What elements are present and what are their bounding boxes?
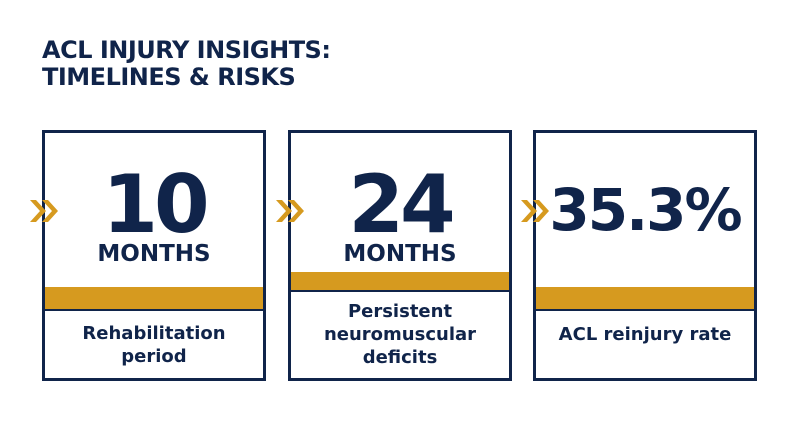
title-line: ACL INJURY INSIGHTS:: [42, 36, 331, 64]
chevron-icon: [30, 200, 58, 222]
description: period: [121, 346, 187, 367]
stat-card: 24 MONTHS Persistent neuromuscular defic…: [288, 130, 512, 381]
title-line: TIMELINES & RISKS: [42, 63, 296, 91]
divider: [536, 309, 754, 311]
description: deficits: [362, 347, 438, 368]
divider: [45, 309, 263, 311]
chevron-icon: [521, 200, 549, 222]
stat-unit: MONTHS: [343, 241, 457, 267]
description: Persistent: [347, 301, 453, 322]
accent-bar: [45, 287, 263, 309]
stat-value: 10: [102, 158, 209, 251]
stat-value: 35.3%: [549, 176, 742, 244]
description: ACL reinjury rate: [558, 324, 732, 345]
stat-value: 24: [348, 158, 455, 251]
chevron-icon: [276, 200, 304, 222]
description: neuromuscular: [323, 324, 477, 345]
stat-card: 10 MONTHS Rehabilitation period: [42, 130, 266, 381]
description: Rehabilitation: [82, 323, 226, 344]
accent-bar: [291, 272, 509, 290]
stat-card: 35.3% ACL reinjury rate: [533, 130, 757, 381]
divider: [291, 290, 509, 292]
accent-bar: [536, 287, 754, 309]
stat-unit: MONTHS: [97, 241, 211, 267]
